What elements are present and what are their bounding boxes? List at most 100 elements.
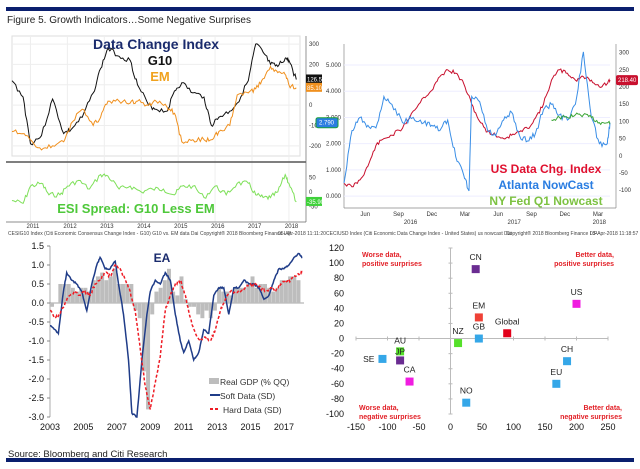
gdp-bar [79,287,84,303]
gdp-bar [283,280,288,303]
legend-gdp: Real GDP (% QQ) [220,377,289,387]
y-tick-label: -2.0 [28,374,44,384]
gdp-bar [91,280,96,303]
y-left-tick-label: 1.000 [326,168,342,174]
x-tick-label: -150 [347,422,365,432]
y-tick-label: 20 [334,318,344,328]
y-tick-label: 120 [329,243,344,253]
gdp-bar [196,303,201,315]
legend-nyfed: NY Fed Q1 Nowcast [489,194,602,208]
y-right-tick-label: 150 [619,102,630,108]
gdp-bar [204,303,209,311]
gridlines [6,35,306,222]
legend-us-data: US Data Chg. Index [491,162,602,176]
gdp-bar [137,303,142,319]
y-tick-label: 40 [334,303,344,313]
gdp-bar [158,287,163,303]
y-tick-label: -0.5 [28,317,44,327]
gdp-bar [83,287,88,303]
x-ticks: 2011 2012 2013 2014 2015 2016 2017 2018 [6,221,306,230]
gdp-bar [192,303,197,307]
top-rule [6,7,634,11]
series-line-g10 [11,43,297,146]
plot-frame [11,35,301,157]
footer-mid: Copyright® 2018 Bloomberg Finance L.P. [506,230,598,237]
gdp-bar [66,284,71,303]
ea-chart: 1.5 1.0 0.5 0.0 -0.5 -1.0 -1.5 -2.0 -2.5 -3.0 200… [28,241,304,432]
point-em [474,313,483,322]
x-tick-label: Mar [460,212,470,218]
gdp-bar [275,287,280,303]
gdp-bar [254,287,259,303]
gdp-bar [125,284,130,303]
gdp-bar [225,291,230,303]
gdp-bar [154,291,159,303]
bottom-rule [6,458,634,462]
gdp-bar [187,303,192,307]
y-tick-label: -100 [309,123,322,129]
x-tick-label: Sep [526,212,537,218]
y-tick-label: 0 [309,103,313,109]
y-tick-label: 300 [309,42,320,48]
point-nz [454,339,463,348]
x-tick-label: 2003 [40,422,60,432]
y-ticks: 5.0004.0003.0002.0001.0000.0003002502001… [326,51,632,201]
badge-atlanta [315,117,339,129]
gdp-bar [175,295,180,303]
gdp-bar [288,276,293,303]
gdp-bar [221,291,226,303]
esi-badge-label: -35.90 [307,200,325,206]
gdp-bar [279,280,284,303]
point-gb [474,334,483,343]
series-lines [50,252,304,418]
year-tick-label: 2017 [508,220,522,226]
y-left-tick-label: 0.000 [326,194,342,200]
legend-soft: Soft Data (SD) [220,391,275,401]
gdp-bar [133,303,138,311]
badge-atlanta-label: 2.790 [319,121,335,127]
y-tick-label: -1.0 [28,336,44,346]
x-tick-label: 2009 [140,422,160,432]
gdp-bar [95,276,100,303]
quadrant-labels: Worse data, positive surprises Better da… [359,252,622,421]
point-label-ca: CA [404,365,416,375]
gdp-bar [108,276,113,303]
value-badges: 126.50 85.10 [306,74,326,92]
y-tick-label: 80 [334,273,344,283]
badge-us [616,75,638,86]
y-tick-label: 100 [329,258,344,268]
chart-title: Data Change Index [93,36,219,52]
badge-g10 [306,74,322,84]
x-tick-label: Jun [493,212,503,218]
x-tick-label: 2017 [248,224,262,230]
x-tick-label: 50 [477,422,487,432]
g10-em-chart: 3002001000-100-200 Data Change Index G10… [6,35,326,237]
point-label-nz: NZ [452,326,463,336]
point-no [462,398,471,407]
point-global [503,329,512,338]
chart-title: EA [154,251,171,265]
y-tick-label: -100 [326,409,344,419]
esi-y-tick-label: -50 [309,204,318,210]
gdp-bar [217,287,222,303]
quadrant-top-right: Better data, [575,252,614,259]
quadrant-bottom-right: Better data, [583,405,622,412]
gdp-bar [70,287,75,303]
gdp-bar [233,287,238,303]
gdp-bar [58,284,63,303]
gdp-bar [183,299,188,303]
quadrant-top-left: Worse data, [362,252,402,259]
x-tick-label: 0 [448,422,453,432]
y-tick-label: -200 [309,144,322,150]
y-right-tick-label: 0 [619,154,623,160]
series-line-1 [343,51,611,192]
point-label-cn: CN [470,252,482,262]
x-tick-label: 2011 [174,422,193,432]
esi-y-ticks: 50 0 -50-35.90 [306,176,325,210]
x-tick-label: Dec [426,212,437,218]
quadrant-bottom-right-2: negative surprises [560,414,622,421]
us-nowcast-chart: 5.0004.0003.0002.0001.0000.0003002502001… [315,44,638,237]
point-label-jp: JP [395,346,405,356]
gdp-bar [212,303,217,311]
